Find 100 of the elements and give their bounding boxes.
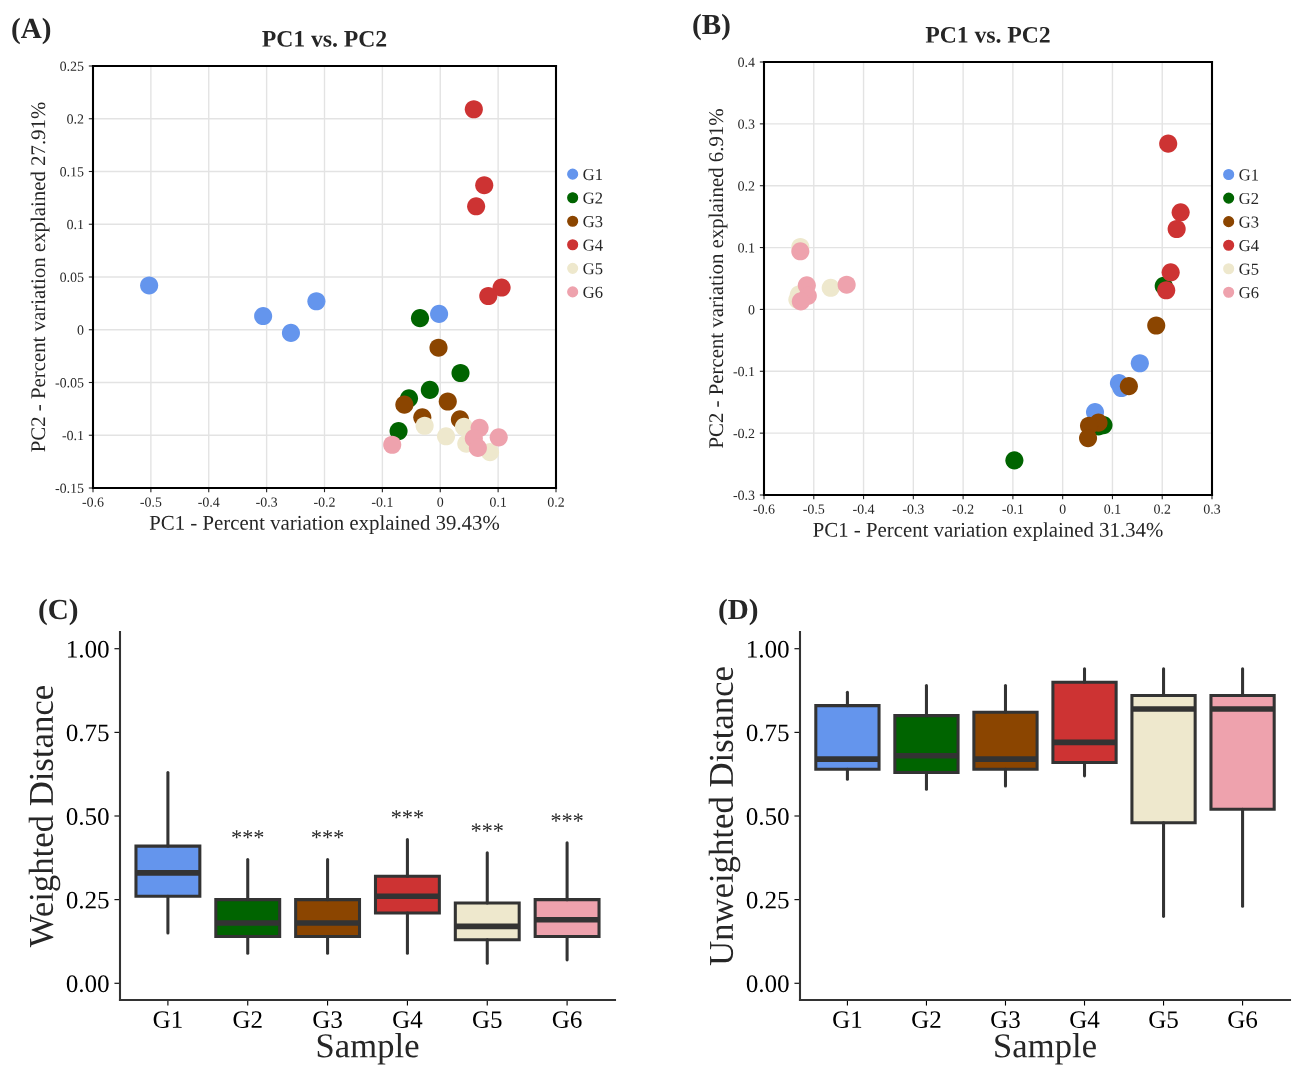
point xyxy=(492,278,511,297)
point xyxy=(1159,134,1178,153)
y-tick-label: 0.00 xyxy=(66,975,109,993)
y-tick-label: 1.00 xyxy=(748,640,789,658)
legend-label: G1 xyxy=(583,168,603,181)
y-axis-title: PC2 - Percent variation explained 27.91% xyxy=(30,102,50,452)
point xyxy=(1161,263,1180,282)
legend-label: G2 xyxy=(1239,192,1259,205)
x-tick-label: 0.1 xyxy=(489,497,506,507)
y-tick-label: 0.75 xyxy=(746,724,789,742)
point xyxy=(1167,219,1186,239)
point xyxy=(410,309,430,328)
point xyxy=(438,392,457,411)
x-tick-label: 0.3 xyxy=(1203,504,1221,514)
x-tick-label: G4 xyxy=(1070,1011,1100,1029)
y-tick-label: 0 xyxy=(748,305,755,315)
y-axis-title: Unweighted Distance xyxy=(708,667,741,966)
legend-label: G3 xyxy=(583,216,603,228)
point xyxy=(1157,281,1176,300)
legend-label: G6 xyxy=(1239,287,1259,299)
x-tick-label: G3 xyxy=(991,1011,1020,1029)
x-axis-title: PC1 - Percent variation explained 39.43% xyxy=(149,515,500,535)
x-tick-label: -0.4 xyxy=(853,504,875,514)
point xyxy=(489,428,508,447)
x-tick-label: -0.1 xyxy=(1002,504,1024,514)
y-tick-label: 0.2 xyxy=(67,114,84,124)
annotation: *** xyxy=(312,830,344,839)
y-tick-label: 0.50 xyxy=(746,808,789,826)
x-tick-label: -0.6 xyxy=(753,504,775,514)
annotation: *** xyxy=(471,823,503,832)
text: (A) xyxy=(12,17,51,45)
x-tick-label: G1 xyxy=(153,1011,182,1029)
legend-label: G1 xyxy=(1239,169,1259,181)
y-tick-label: 0 xyxy=(77,325,84,335)
x-tick-label: G4 xyxy=(393,1011,423,1029)
legend-label: G4 xyxy=(583,239,603,251)
point xyxy=(395,395,414,414)
annotation: *** xyxy=(391,810,424,819)
point xyxy=(281,323,300,342)
x-axis-title: Sample xyxy=(317,1033,419,1065)
x-axis-title: Sample xyxy=(995,1033,1096,1065)
y-tick-label: 0.1 xyxy=(738,243,755,253)
point xyxy=(479,286,498,306)
point xyxy=(791,242,810,261)
y-tick-label: 0.75 xyxy=(66,724,109,742)
y-tick-label: -0.2 xyxy=(733,428,755,439)
x-tick-label: -0.2 xyxy=(314,497,335,507)
point xyxy=(475,176,494,195)
annotation: *** xyxy=(551,813,583,822)
x-tick-label: G1 xyxy=(833,1011,862,1029)
point xyxy=(467,197,486,216)
x-tick-label: -0.3 xyxy=(256,497,278,507)
legend-label: G5 xyxy=(1239,263,1259,275)
x-tick-label: -0.2 xyxy=(952,504,974,514)
y-tick-label: 0.05 xyxy=(60,272,84,283)
x-tick-label: 0.2 xyxy=(1154,504,1171,514)
y-tick-label: -0.15 xyxy=(55,483,84,494)
point xyxy=(451,363,470,383)
point xyxy=(415,416,434,435)
legend-label: G2 xyxy=(583,192,603,204)
point xyxy=(140,276,159,295)
x-tick-label: -0.6 xyxy=(82,497,104,507)
x-tick-label: G2 xyxy=(912,1011,941,1029)
point xyxy=(837,275,856,294)
y-tick-label: 0.25 xyxy=(746,891,789,909)
x-tick-label: -0.5 xyxy=(803,504,825,514)
text: (D) xyxy=(719,598,758,626)
y-tick-label: 0.25 xyxy=(60,61,84,72)
y-tick-label: 0.15 xyxy=(60,167,84,177)
point xyxy=(468,438,487,457)
text: (B) xyxy=(693,13,730,41)
point xyxy=(821,278,840,297)
point xyxy=(1119,377,1138,396)
point xyxy=(436,427,456,446)
x-tick-label: G5 xyxy=(473,1011,502,1029)
annotation: *** xyxy=(232,830,264,839)
y-tick-label: 1.00 xyxy=(68,640,109,658)
x-tick-label: -0.1 xyxy=(371,497,393,507)
y-tick-label: 0.25 xyxy=(66,891,109,909)
y-axis-title: Weighted Distance xyxy=(28,686,61,948)
point xyxy=(1147,316,1166,335)
point xyxy=(383,435,402,454)
point xyxy=(430,304,449,323)
y-tick-label: 0.3 xyxy=(738,119,755,129)
point xyxy=(307,292,326,311)
x-tick-label: -0.5 xyxy=(140,497,162,507)
x-tick-label: 0 xyxy=(437,497,444,507)
y-tick-label: -0.05 xyxy=(55,378,84,388)
legend-label: G3 xyxy=(1239,216,1259,228)
point xyxy=(1130,354,1149,373)
point xyxy=(464,100,483,119)
legend-label: G5 xyxy=(583,263,603,275)
x-tick-label: G3 xyxy=(313,1011,342,1029)
point xyxy=(1079,429,1098,448)
x-tick-label: G5 xyxy=(1149,1011,1178,1029)
text: (C) xyxy=(39,598,78,626)
y-tick-label: 0.00 xyxy=(746,975,789,993)
y-tick-label: 0.4 xyxy=(738,57,755,68)
x-tick-label: 0.2 xyxy=(547,497,564,507)
chart-title: PC1 vs. PC2 xyxy=(925,26,1050,43)
